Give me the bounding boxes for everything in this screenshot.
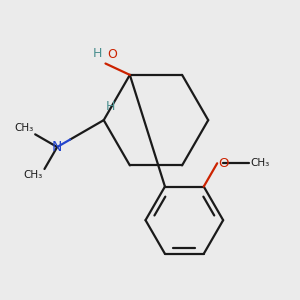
Text: O: O bbox=[107, 48, 117, 61]
Text: CH₃: CH₃ bbox=[14, 123, 34, 133]
Text: CH₃: CH₃ bbox=[250, 158, 270, 168]
Text: H: H bbox=[106, 100, 116, 113]
Text: O: O bbox=[218, 157, 229, 170]
Text: H: H bbox=[93, 47, 103, 60]
Text: N: N bbox=[52, 140, 62, 154]
Text: CH₃: CH₃ bbox=[24, 170, 43, 181]
